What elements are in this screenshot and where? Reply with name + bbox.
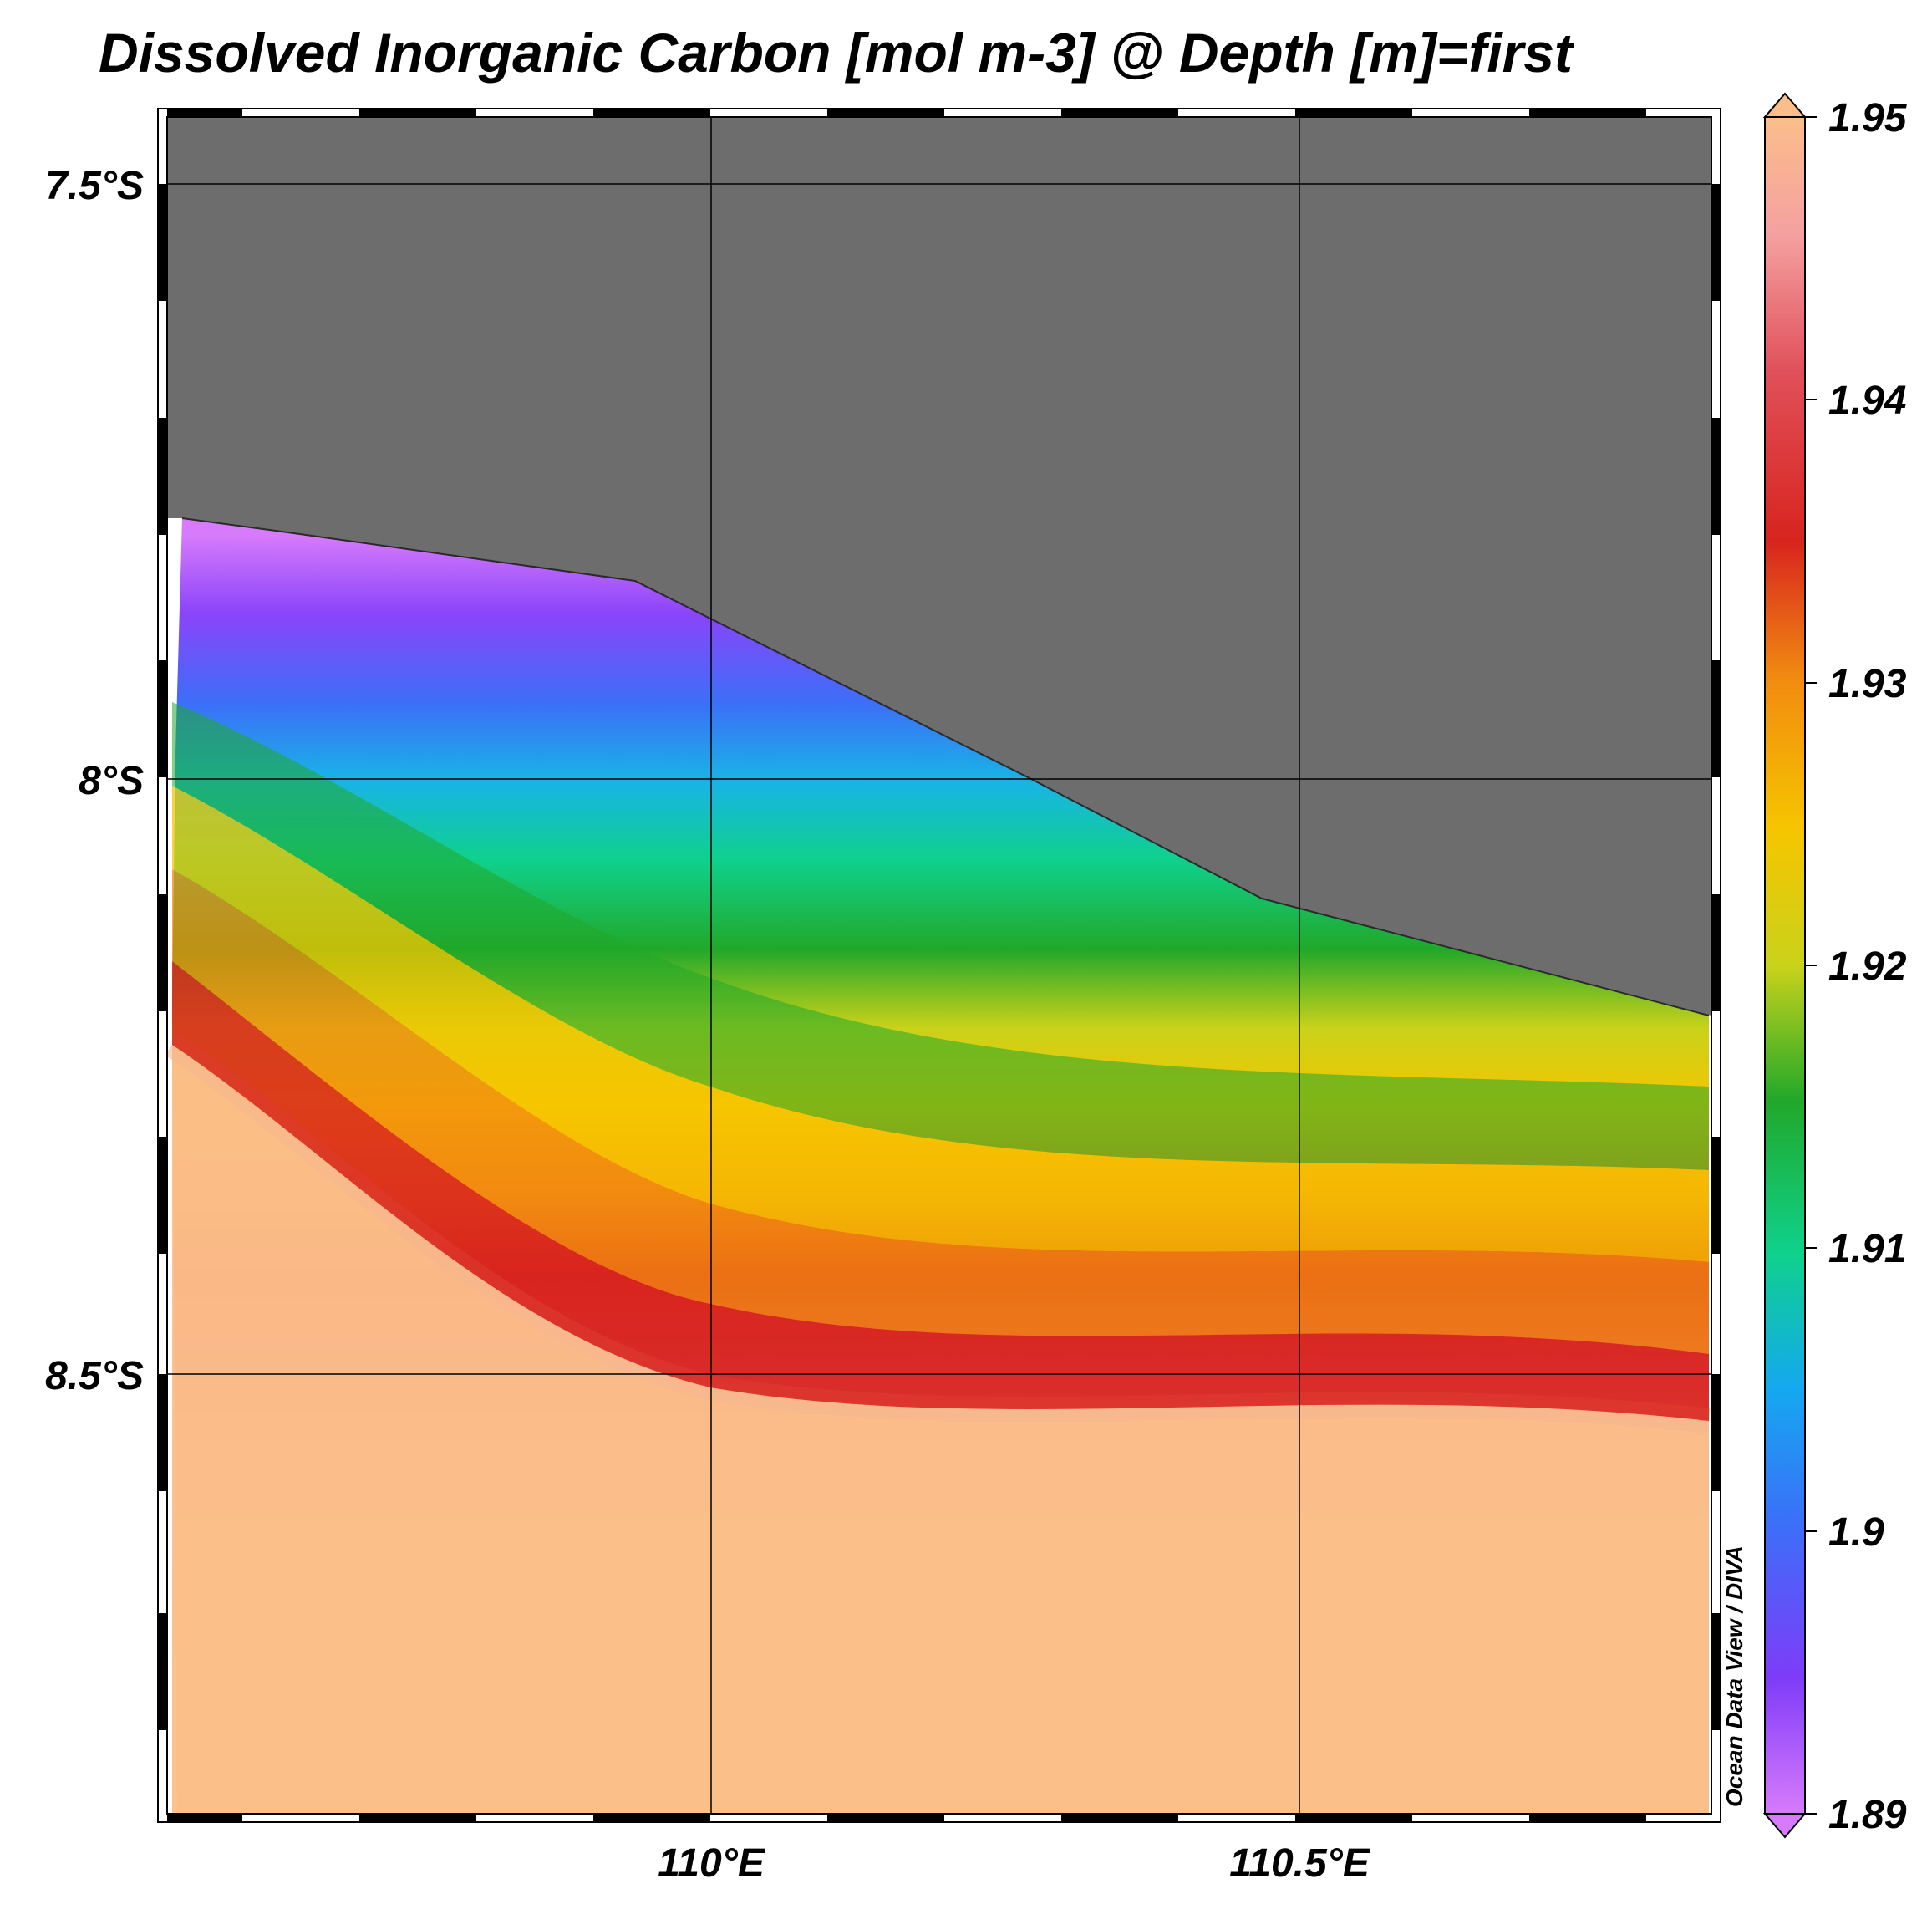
lat-label-8-5s: 8.5°S [45, 1354, 144, 1398]
colorbar-extend-min [1762, 1813, 1807, 1839]
colorbar-label-1-93: 1.93 [1828, 662, 1907, 706]
colorbar-label-1-89: 1.89 [1828, 1793, 1907, 1837]
land-mask [167, 117, 1711, 1016]
lon-label-110e: 110°E [658, 1841, 766, 1886]
colorbar-ticks [1805, 116, 1817, 1815]
colorbar-ramp [1764, 116, 1806, 1815]
colorbar: 1.95 1.94 1.93 1.92 1.91 1.9 1.89 [1762, 92, 1908, 1839]
colorbar-label-1-92: 1.92 [1828, 944, 1907, 989]
colorbar-extend-max [1762, 92, 1807, 118]
colorbar-label-1-94: 1.94 [1828, 379, 1906, 423]
map-frame [157, 108, 1721, 1823]
lat-label-7-5s: 7.5°S [45, 164, 144, 208]
colorbar-label-1-91: 1.91 [1828, 1227, 1906, 1271]
coastline [181, 517, 1710, 1016]
odv-watermark: Ocean Data View / DIVA [1721, 1545, 1747, 1807]
map-title: Dissolved Inorganic Carbon [mol m-3] @ D… [99, 22, 1575, 84]
lat-label-8s: 8°S [79, 759, 144, 803]
grid-lines [167, 117, 1711, 1814]
colorbar-label-1-9: 1.9 [1828, 1510, 1884, 1555]
colorbar-label-1-95: 1.95 [1828, 96, 1908, 140]
lon-label-110-5e: 110.5°E [1229, 1841, 1371, 1886]
dic-field [167, 518, 1711, 1814]
map-plot-area [167, 117, 1711, 1814]
